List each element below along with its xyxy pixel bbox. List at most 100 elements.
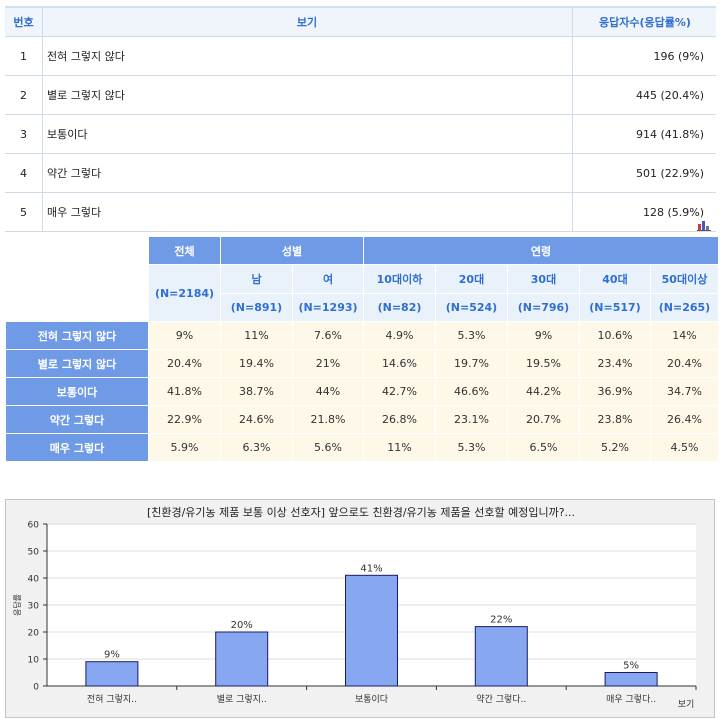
cross-row: 보통이다 41.8% 38.7% 44% 42.7% 46.6% 44.2% 36.9% 34.…: [5, 377, 719, 406]
x-axis-label: 보기: [678, 699, 695, 710]
cross-cell: 4.5%: [650, 433, 719, 462]
age-header: 연령: [363, 236, 719, 265]
chart-view-icon[interactable]: [697, 220, 711, 231]
y-tick-label: 30: [28, 602, 40, 612]
gender-col-n: (N=891): [220, 293, 293, 322]
data-label: 20%: [231, 620, 253, 631]
summary-row: 3 보통이다 914 (41.8%): [5, 114, 716, 154]
total-n: (N=2184): [148, 264, 221, 322]
data-label: 22%: [490, 615, 512, 626]
bar: [215, 631, 269, 687]
row-item: 별로 그렇지 않다: [42, 75, 573, 115]
cross-cell: 41.8%: [148, 377, 221, 406]
age-col-label: 20대: [435, 264, 508, 294]
cross-cell: 21.8%: [292, 405, 364, 434]
chart-title: [친환경/유기농 제품 보통 이상 선호자] 앞으로도 친환경/유기농 제품을 …: [146, 506, 576, 519]
cross-cell: 22.9%: [148, 405, 221, 434]
cross-cell: 20.4%: [650, 349, 719, 378]
cross-cell: 19.5%: [507, 349, 580, 378]
cross-cell: 20.4%: [148, 349, 221, 378]
x-tick-label: 약간 그렇다..: [476, 693, 526, 705]
cross-row: 매우 그렇다 5.9% 6.3% 5.6% 11% 5.3% 6.5% 5.2% 4.5%: [5, 433, 719, 462]
cross-row-label: 별로 그렇지 않다: [5, 349, 149, 378]
y-tick-label: 10: [28, 656, 40, 666]
summary-table: 번호 보기 응답자수(응답률%) 1 전혀 그렇지 않다 196 (9%) 2 별로 그…: [5, 6, 716, 232]
cross-table: 전체 성별 연령 (N=2184) 남 여 10대이하 20대 30대 40대 50대이상 …: [5, 236, 719, 462]
header-response: 응답자수(응답률%): [572, 6, 716, 37]
cross-cell: 6.3%: [220, 433, 293, 462]
summary-row: 2 별로 그렇지 않다 445 (20.4%): [5, 75, 716, 115]
cross-cell: 9%: [148, 321, 221, 350]
cross-cell: 24.6%: [220, 405, 293, 434]
cross-cell: 44.2%: [507, 377, 580, 406]
row-response: 501 (22.9%): [572, 153, 716, 193]
cross-row-label: 약간 그렇다: [5, 405, 149, 434]
bar: [85, 661, 139, 687]
cross-cell: 21%: [292, 349, 364, 378]
age-col-n: (N=517): [579, 293, 651, 322]
row-num: 3: [5, 114, 43, 154]
age-col-n: (N=82): [363, 293, 436, 322]
age-col-label: 40대: [579, 264, 651, 294]
gender-col-label: 여: [292, 264, 364, 294]
cross-cell: 19.7%: [435, 349, 508, 378]
x-tick-label: 보통이다: [355, 694, 389, 705]
cross-cell: 26.4%: [650, 405, 719, 434]
corner-cell: [5, 236, 149, 322]
cross-cell: 20.7%: [507, 405, 580, 434]
cross-cell: 14.6%: [363, 349, 436, 378]
cross-cell: 5.9%: [148, 433, 221, 462]
row-num: 2: [5, 75, 43, 115]
age-col-n: (N=524): [435, 293, 508, 322]
data-label: 5%: [623, 661, 639, 672]
y-tick-label: 60: [28, 521, 40, 531]
cross-row-label: 매우 그렇다: [5, 433, 149, 462]
y-tick-label: 20: [28, 629, 40, 639]
row-num: 5: [5, 192, 43, 232]
cross-row: 약간 그렇다 22.9% 24.6% 21.8% 26.8% 23.1% 20.7% 23.8…: [5, 405, 719, 434]
row-response: 128 (5.9%): [572, 192, 716, 232]
y-tick-label: 0: [33, 683, 39, 693]
age-col-label: 50대이상: [650, 264, 719, 294]
cross-row: 별로 그렇지 않다 20.4% 19.4% 21% 14.6% 19.7% 19.5% 23.…: [5, 349, 719, 378]
bar: [604, 672, 658, 687]
cross-cell: 5.6%: [292, 433, 364, 462]
age-col-label: 30대: [507, 264, 580, 294]
age-col-n: (N=265): [650, 293, 719, 322]
summary-header-row: 번호 보기 응답자수(응답률%): [5, 6, 716, 37]
cross-row: 전혀 그렇지 않다 9% 11% 7.6% 4.9% 5.3% 9% 10.6% 14%: [5, 321, 719, 350]
row-num: 1: [5, 36, 43, 76]
summary-row: 5 매우 그렇다 128 (5.9%): [5, 192, 716, 232]
cross-row-label: 전혀 그렇지 않다: [5, 321, 149, 350]
header-item: 보기: [42, 6, 573, 37]
age-col-n: (N=796): [507, 293, 580, 322]
cross-cell: 23.8%: [579, 405, 651, 434]
cross-cell: 38.7%: [220, 377, 293, 406]
row-item: 보통이다: [42, 114, 573, 154]
bar: [474, 626, 528, 687]
x-tick-label: 매우 그렇다..: [606, 694, 656, 705]
cross-cell: 7.6%: [292, 321, 364, 350]
summary-row: 1 전혀 그렇지 않다 196 (9%): [5, 36, 716, 76]
gender-header: 성별: [220, 236, 364, 265]
cross-cell: 6.5%: [507, 433, 580, 462]
row-response: 914 (41.8%): [572, 114, 716, 154]
row-response: 196 (9%): [572, 36, 716, 76]
cross-cell: 5.3%: [435, 321, 508, 350]
cross-cell: 42.7%: [363, 377, 436, 406]
x-tick-label: 전혀 그렇지..: [87, 694, 137, 705]
row-response: 445 (20.4%): [572, 75, 716, 115]
y-tick-label: 50: [28, 548, 40, 558]
cross-row-label: 보통이다: [5, 377, 149, 406]
row-item: 약간 그렇다: [42, 153, 573, 193]
summary-row: 4 약간 그렇다 501 (22.9%): [5, 153, 716, 193]
cross-cell: 10.6%: [579, 321, 651, 350]
gender-col-n: (N=1293): [292, 293, 364, 322]
header-num: 번호: [5, 6, 43, 37]
gender-col-label: 남: [220, 264, 293, 294]
cross-cell: 44%: [292, 377, 364, 406]
data-label: 41%: [360, 563, 382, 574]
y-axis-label: 응답률: [12, 594, 22, 616]
cross-cell: 5.2%: [579, 433, 651, 462]
bar: [345, 574, 398, 687]
